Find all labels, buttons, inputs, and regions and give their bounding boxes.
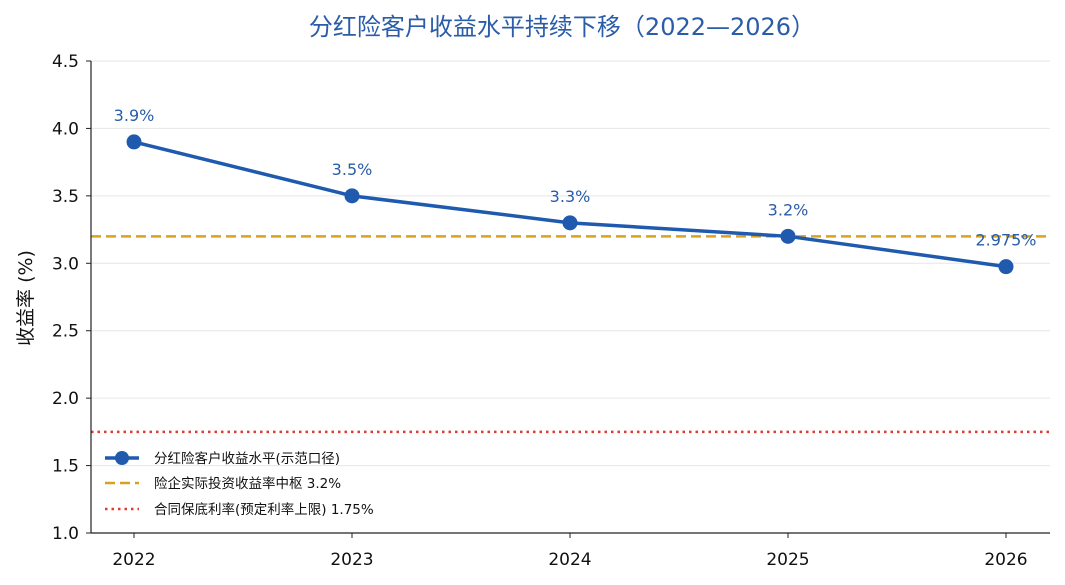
data-labels: 3.9% 3.5% 3.3% 3.2% 2.975% [114,106,1037,250]
y-axis-title: 收益率 (%) [15,250,37,346]
data-point [126,134,142,150]
legend-label: 合同保底利率(预定利率上限) 1.75% [154,501,374,518]
data-point [998,259,1014,275]
y-tick-label: 3.0 [52,254,79,274]
y-tick-label: 2.5 [52,322,79,342]
data-label: 3.5% [332,160,373,179]
data-label: 3.2% [768,200,809,219]
data-point [562,215,578,231]
x-tick-label: 2026 [984,550,1027,570]
y-tick-label: 1.5 [52,457,79,477]
x-tick-label: 2022 [112,550,155,570]
data-label: 2.975% [975,231,1036,250]
x-tick-label: 2024 [548,550,591,570]
series [126,134,1014,275]
gridlines [91,60,1050,467]
chart-title: 分红险客户收益水平持续下移（2022—2026） [309,13,815,41]
y-tick-label: 4.5 [52,52,79,72]
legend: 分红险客户收益水平(示范口径) 险企实际投资收益率中枢 3.2% 合同保底利率(预定… [105,450,374,518]
y-tick-label: 3.5 [52,187,79,207]
legend-label: 分红险客户收益水平(示范口径) [154,450,340,467]
y-tick-label: 4.0 [52,119,79,139]
legend-marker [115,451,129,465]
legend-label: 险企实际投资收益率中枢 3.2% [154,475,341,492]
x-tick-label: 2025 [766,550,809,570]
axes: 1.0 1.5 2.0 2.5 3.0 3.5 4.0 4.5 2022 2023 2024 2025… [52,52,1050,570]
data-point [344,188,360,204]
data-label: 3.3% [550,187,591,206]
reference-lines [91,235,1050,434]
data-label: 3.9% [114,106,155,125]
x-tick-label: 2023 [330,550,373,570]
y-tick-label: 1.0 [52,524,79,544]
data-point [780,228,796,244]
y-tick-label: 2.0 [52,389,79,409]
